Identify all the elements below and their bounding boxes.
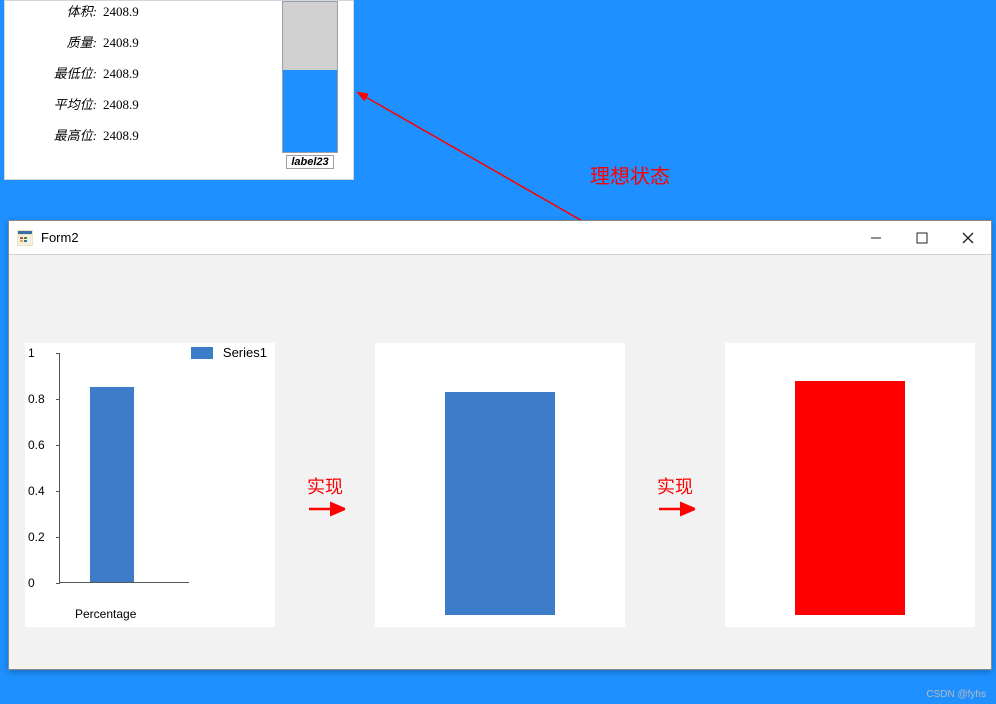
legend-swatch — [191, 347, 213, 359]
chart1-x-label: Percentage — [75, 607, 136, 621]
close-button[interactable] — [945, 221, 991, 255]
row-value: 2408.9 — [103, 67, 183, 80]
chart1-ytick: 0.4 — [28, 484, 45, 498]
annotation-impl-1: 实现 — [303, 473, 347, 517]
minimize-button[interactable] — [853, 221, 899, 255]
row-value: 2408.9 — [103, 36, 183, 49]
annotation-impl-1-text: 实现 — [303, 473, 347, 499]
legend-label: Series1 — [223, 345, 267, 360]
row-label: 最高位: — [13, 129, 103, 142]
chart2-bar — [445, 392, 555, 615]
form2-window: Form2 Series1 00.20.40.60.81 Percentag — [8, 220, 992, 670]
row-value: 2408.9 — [103, 5, 183, 18]
chart1-axes: 00.20.40.60.81 — [59, 353, 189, 583]
row-value: 2408.9 — [103, 129, 183, 142]
row-label: 体积: — [13, 5, 103, 18]
form-icon — [17, 230, 33, 246]
row-label: 平均位: — [13, 98, 103, 111]
annotation-impl-2-text: 实现 — [653, 473, 697, 499]
chart-row: Series1 00.20.40.60.81 Percentage 实现 实现 — [25, 343, 975, 627]
chart1-bar — [90, 387, 134, 583]
form2-body: Series1 00.20.40.60.81 Percentage 实现 实现 — [9, 255, 991, 669]
form2-title: Form2 — [41, 230, 79, 245]
chart1-ytick: 0.2 — [28, 530, 45, 544]
form2-titlebar[interactable]: Form2 — [9, 221, 991, 255]
chart2 — [375, 343, 625, 627]
chart1-ytick: 0 — [28, 576, 35, 590]
chart3 — [725, 343, 975, 627]
mini-bar — [282, 1, 338, 153]
mini-bar-fill — [283, 70, 337, 153]
chart3-bar — [795, 381, 905, 615]
chart1-ytick: 0.8 — [28, 392, 45, 406]
mini-bar-container: label23 — [281, 1, 339, 171]
info-panel: 体积: 2408.9 质量: 2408.9 最低位: 2408.9 平均位: 2… — [4, 0, 354, 180]
row-label: 质量: — [13, 36, 103, 49]
annotation-impl-2: 实现 — [653, 473, 697, 517]
chart1-ytick: 1 — [28, 346, 35, 360]
watermark: CSDN @fyhs — [926, 689, 986, 700]
annotation-ideal-state: 理想状态 — [590, 160, 670, 189]
maximize-button[interactable] — [899, 221, 945, 255]
row-label: 最低位: — [13, 67, 103, 80]
chart1-ytick: 0.6 — [28, 438, 45, 452]
mini-bar-label: label23 — [286, 155, 333, 169]
chart1: Series1 00.20.40.60.81 Percentage — [25, 343, 275, 627]
row-value: 2408.9 — [103, 98, 183, 111]
